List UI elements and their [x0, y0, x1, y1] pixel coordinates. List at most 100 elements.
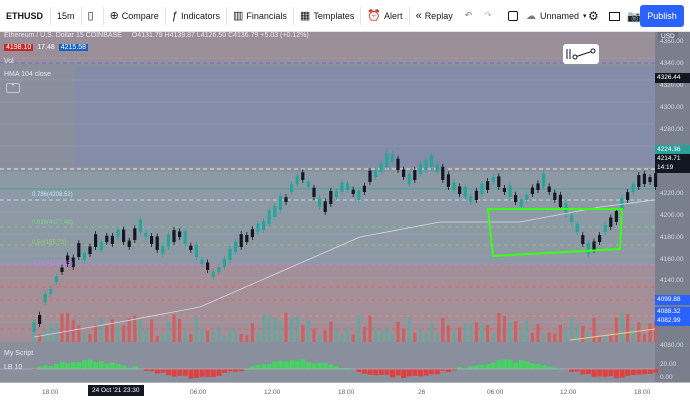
candle-body: [502, 187, 506, 192]
oscillator-bar: [98, 361, 104, 369]
bar-style-button[interactable]: ▯: [82, 0, 103, 32]
oscillator-bar: [457, 366, 463, 369]
oscillator-bar: [334, 365, 339, 369]
candle-body: [514, 194, 518, 202]
upper-zone: [0, 32, 655, 64]
oscillator-bar: [311, 363, 317, 369]
hma-label: HMA 104 close: [4, 71, 52, 78]
candle-body: [452, 182, 456, 190]
trend-line-icon: [566, 48, 596, 60]
candle-body: [575, 223, 579, 232]
oscillator-bar: [546, 366, 552, 369]
candle-body: [379, 163, 383, 172]
oscillator-bar: [205, 369, 211, 377]
oscillator-bar: [367, 369, 373, 375]
candle-body: [267, 210, 271, 224]
oscillator-bar: [535, 363, 541, 369]
price-tag: 14:19: [655, 163, 690, 173]
oscillator-bar: [597, 369, 603, 377]
volume-bar: [362, 326, 366, 342]
templates-icon: ▦: [299, 10, 311, 22]
candle-body: [418, 163, 422, 174]
candle-body: [222, 258, 226, 267]
candle-body: [469, 196, 473, 202]
price-chart-canvas[interactable]: [0, 32, 690, 402]
script-legend: My Script: [4, 350, 33, 357]
candle-body: [603, 224, 607, 232]
candle-body: [323, 201, 327, 212]
candle-body: [155, 236, 159, 250]
candle-body: [542, 173, 546, 187]
oscillator-bar: [266, 363, 272, 369]
indicators-label: Indicators: [180, 10, 220, 21]
top-toolbar: ETHUSD 15m ▯ ⊕ Compare ƒ Indicators ▥ Finan…: [0, 0, 690, 32]
indicators-button[interactable]: ƒ Indicators: [166, 0, 226, 32]
replay-icon: «: [415, 9, 422, 22]
price-tick: 4200.00: [660, 212, 684, 219]
time-label: 06:00: [487, 389, 504, 396]
layout-name[interactable]: Unnamed: [540, 11, 580, 21]
volume-bar: [178, 319, 182, 342]
currency-badge[interactable]: USD: [658, 32, 678, 41]
chart-pane[interactable]: Ethereum / U.S. Dollar 15 COINBASE O4131…: [0, 32, 690, 402]
volume-bar: [110, 319, 114, 342]
candle-body: [105, 235, 109, 242]
bid-price[interactable]: 4198.10: [4, 44, 34, 51]
settings-gear-icon[interactable]: ⚙: [588, 9, 599, 23]
candle-body: [385, 153, 389, 167]
low-value: 4126.50: [200, 32, 227, 39]
publish-button[interactable]: Publish: [640, 5, 684, 27]
volume-bar: [648, 323, 652, 342]
volume-bar: [637, 322, 641, 342]
candle-body: [609, 217, 613, 227]
volume-bar: [581, 325, 585, 342]
undo-button[interactable]: ↶: [464, 10, 473, 20]
layout-checkbox-icon[interactable]: [508, 11, 518, 21]
collapse-legend-button[interactable]: ⌃: [6, 83, 20, 93]
volume-bar: [525, 319, 529, 342]
candle-body: [32, 322, 36, 332]
oscillator-bar: [630, 369, 636, 375]
oscillator-bar: [580, 369, 586, 375]
templates-label: Templates: [313, 10, 355, 21]
alarm-clock-icon: ⏰: [367, 10, 382, 22]
interval-button[interactable]: 15m: [57, 10, 75, 21]
replay-button[interactable]: «Replay: [410, 0, 459, 32]
candle-body: [122, 229, 126, 242]
candle-body: [228, 248, 232, 260]
price-tick: 4320.00: [660, 82, 684, 89]
compare-button[interactable]: ⊕ Compare: [104, 0, 165, 32]
oscillator-bar: [395, 369, 401, 376]
candle-body: [424, 160, 428, 170]
script-name: My Script: [4, 350, 34, 357]
alert-button[interactable]: ⏰ Alert: [361, 0, 408, 32]
candle-body: [71, 257, 75, 267]
volume-bar: [194, 315, 198, 342]
oscillator-bar: [485, 364, 491, 369]
ask-price[interactable]: 4215.58: [58, 44, 89, 51]
oscillator-bar: [362, 369, 367, 374]
candle-style-icon: ▯: [87, 10, 94, 22]
redo-button[interactable]: ↷: [484, 10, 492, 20]
oscillator-bar: [54, 364, 59, 369]
replay-label: Replay: [424, 10, 453, 21]
fullscreen-icon[interactable]: [609, 11, 620, 21]
oscillator-bar: [356, 369, 362, 373]
toolbar-divider: [164, 6, 166, 25]
volume-bar: [441, 317, 445, 342]
candle-body: [234, 241, 238, 252]
candle-body: [598, 235, 602, 242]
chevron-down-icon[interactable]: ▾: [583, 13, 587, 20]
volume-bar: [458, 327, 462, 342]
floating-drawing-toolbar[interactable]: [563, 44, 599, 64]
volume-bar: [284, 312, 288, 342]
compare-label: Compare: [121, 10, 159, 21]
symbol-search-button[interactable]: ETHUSD: [6, 10, 44, 21]
time-axis[interactable]: 18:00 06:00 12:00 18:00 26 06:00 12:00 1…: [0, 382, 690, 402]
financials-button[interactable]: ▥ Financials: [227, 0, 293, 32]
oscillator-bar: [194, 369, 199, 379]
oscillator-bar: [233, 369, 239, 372]
camera-icon[interactable]: 📷: [627, 10, 641, 23]
templates-button[interactable]: ▦ Templates: [294, 0, 360, 32]
volume-bar: [418, 327, 422, 342]
